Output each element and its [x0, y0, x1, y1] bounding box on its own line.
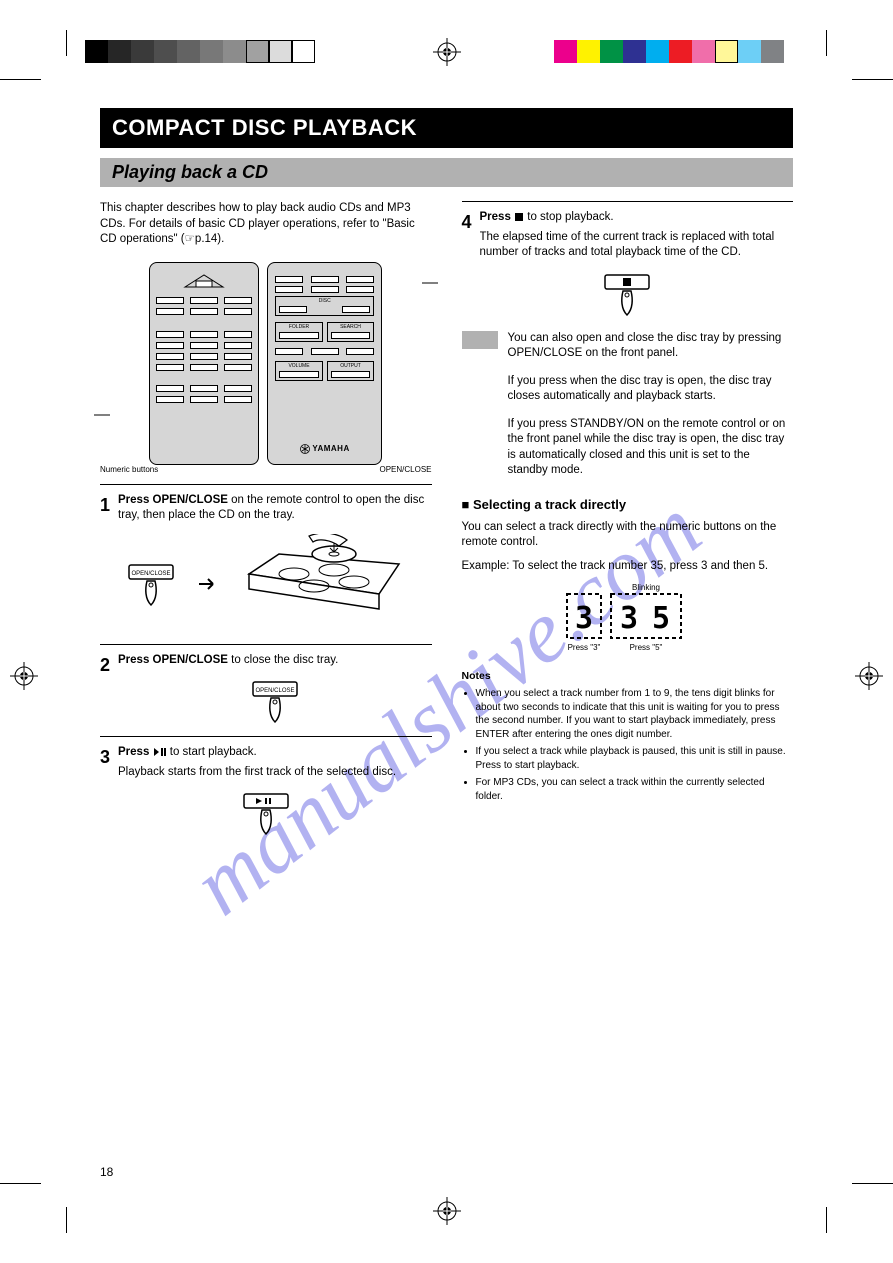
crop-mark [826, 30, 827, 56]
direct-example-caption: Example: To select the track number 35, … [462, 559, 794, 575]
step-bold: Press OPEN/CLOSE [118, 654, 231, 666]
remote-right-icon: DISC FOLDERSEARCH VOLUMEOUTPUT YAMAHA [267, 262, 382, 465]
note-item: For MP3 CDs, you can select a track with… [476, 776, 794, 803]
step-number: 2 [100, 653, 110, 677]
press-button-icon: OPEN/CLOSE [123, 559, 179, 609]
direct-select-body: You can select a track directly with the… [462, 520, 794, 551]
direct-select-title: ■ Selecting a track directly [462, 497, 794, 512]
step-extra: Playback starts from the first track of … [118, 765, 431, 781]
intro-text: This chapter describes how to play back … [100, 201, 432, 248]
right-pointer-label: OPEN/CLOSE [379, 465, 431, 474]
page-number: 18 [100, 1165, 113, 1179]
step-extra: The elapsed time of the current track is… [480, 230, 793, 261]
remote-illustration: DISC FOLDERSEARCH VOLUMEOUTPUT YAMAHA [100, 262, 432, 465]
note-item: When you select a track number from 1 to… [476, 687, 794, 741]
crop-mark [66, 1207, 67, 1233]
crop-mark [0, 79, 41, 80]
step-number: 1 [100, 493, 110, 517]
step-bold: Press OPEN/CLOSE [118, 494, 231, 506]
step-number: 3 [100, 745, 110, 769]
page-content: COMPACT DISC PLAYBACK Playing back a CD … [100, 108, 793, 1173]
step-text: to close the disc tray. [231, 654, 338, 666]
hint-icon [462, 331, 498, 349]
svg-text:5: 5 [652, 601, 670, 636]
remote-left-icon [149, 262, 259, 465]
crop-mark [826, 1207, 827, 1233]
step-text: to start playback. [170, 746, 257, 758]
step-number: 4 [462, 210, 472, 234]
display-example: 3 3 5 Press "3" Press "5" Blinking [462, 584, 794, 659]
left-pointer-label: Numeric buttons [100, 465, 158, 474]
hint-text: If you press when the disc tray is open,… [508, 374, 794, 405]
svg-text:3: 3 [575, 601, 593, 636]
registration-mark-icon [433, 1197, 461, 1225]
svg-text:3: 3 [620, 601, 638, 636]
press-button-icon: OPEN/CLOSE [247, 676, 303, 726]
right-column: 4 Press to stop playback. The elapsed ti… [462, 201, 794, 848]
step-bold: Press [118, 746, 153, 758]
brand-label: YAMAHA [312, 444, 349, 453]
step-3: 3 Press to start playback. Playback star… [100, 745, 432, 838]
disc-tray-icon [239, 534, 409, 634]
play-pause-icon [153, 747, 167, 757]
crop-mark [66, 30, 67, 56]
notes-heading: Notes [462, 669, 794, 683]
display-digits-icon: 3 3 5 Press "3" Press "5" Blinking [557, 584, 697, 654]
registration-mark-icon [10, 662, 38, 690]
notes-block: Notes When you select a track number fro… [462, 669, 794, 803]
svg-text:Press "5": Press "5" [630, 643, 663, 652]
hint-3: If you press STANDBY/ON on the remote co… [462, 417, 794, 479]
crop-mark [852, 1183, 893, 1184]
note-item: If you select a track while playback is … [476, 745, 794, 772]
step-text: to stop playback. [527, 211, 613, 223]
step-4: 4 Press to stop playback. The elapsed ti… [462, 210, 794, 319]
hint-text: If you press STANDBY/ON on the remote co… [508, 417, 794, 479]
step-2: 2 Press OPEN/CLOSE to close the disc tra… [100, 653, 432, 727]
hint-1: You can also open and close the disc tra… [462, 331, 794, 362]
grayscale-colorbar [85, 40, 315, 63]
svg-text:OPEN/CLOSE: OPEN/CLOSE [255, 688, 294, 694]
process-colorbar [554, 40, 784, 63]
press-button-icon [238, 788, 294, 838]
page-title: COMPACT DISC PLAYBACK [100, 108, 793, 148]
section-subtitle: Playing back a CD [100, 158, 793, 187]
arrow-right-icon [199, 578, 219, 590]
press-label: OPEN/CLOSE [131, 571, 170, 577]
press-button-icon [599, 269, 655, 319]
step-bold: Press [480, 211, 515, 223]
hint-text: You can also open and close the disc tra… [508, 331, 794, 362]
registration-mark-icon [855, 662, 883, 690]
crop-mark [852, 79, 893, 80]
crop-mark [0, 1183, 41, 1184]
stop-icon [514, 212, 524, 222]
left-column: This chapter describes how to play back … [100, 201, 432, 848]
registration-mark-icon [433, 38, 461, 66]
hint-2: If you press when the disc tray is open,… [462, 374, 794, 405]
svg-text:Blinking: Blinking [632, 584, 660, 592]
step-1: 1 Press OPEN/CLOSE on the remote control… [100, 493, 432, 634]
svg-text:Press "3": Press "3" [568, 643, 601, 652]
